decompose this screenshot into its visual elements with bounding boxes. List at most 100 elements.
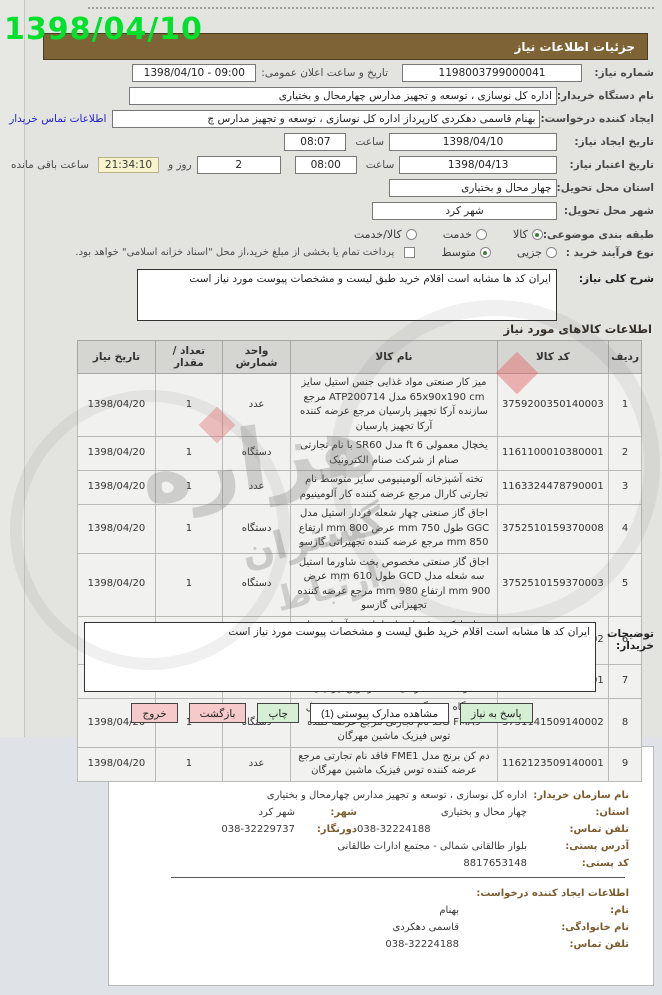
org-row: نام سازمان خریدار: اداره کل نوسازی ، توس… [125,790,629,801]
radio-kala-icon [531,229,543,240]
creator-input[interactable] [112,110,541,128]
col-row: ردیف [608,340,642,374]
goods-section-title: اطلاعات کالاهای مورد نیاز [503,322,652,336]
print-button[interactable]: چاپ [257,703,300,723]
time-remaining-badge: 21:34:10 [97,157,160,173]
table-row: 1 3759200350140003 میز کار صنعتی مواد غذای… [77,373,642,437]
contact-panel-body: نام سازمان خریدار: اداره کل نوسازی ، توس… [109,780,653,950]
need-number-input[interactable] [402,64,582,82]
remaining-label: ساعت باقی مانده [11,159,89,171]
province-label: استان محل تحویل: [556,182,654,194]
treasury-checkbox-icon [404,247,416,258]
fax-value: 038-32229737 [221,824,295,835]
province-input[interactable] [388,179,557,197]
description-textarea[interactable]: ایران کد ها مشابه است اقلام خرید طبق لیس… [137,269,557,321]
creator-phone-value: 038-32224188 [385,939,459,950]
creator-panel-title-row: اطلاعات ایجاد کننده درخواست: [125,888,629,899]
announce-label: تاریخ و ساعت اعلان عمومی: [261,67,388,79]
radio-jozii-label: جزیی [516,246,542,259]
row-valid-date: تاریخ اعتبار نیاز: ساعت روز و 21:34:10 س… [6,156,654,174]
panel-province-value: چهار محال و بختیاری [440,807,527,818]
radio-khedmat-icon [475,229,487,240]
address-row: آدرس پستی: بلوار طالقانی شمالی - مجتمع ا… [125,841,629,852]
radio-jozii[interactable]: جزیی [517,246,557,259]
row-buyer-org: نام دستگاه خریدار: [6,87,654,105]
last-name-value: قاسمی دهکردی [392,922,459,933]
top-dotted-divider [88,7,654,9]
page-title: جزئیات اطلاعات نیاز [43,33,648,60]
announce-input[interactable] [132,64,257,82]
row-classification: طبقه بندی موضوعی: کالا خدمت کالا/خدمت [6,228,654,241]
view-docs-button[interactable]: مشاهده مدارک پیوستی (1) [310,703,450,723]
treasury-checkbox-label: پرداخت تمام یا بخشی از مبلغ خرید،از محل … [75,247,395,258]
city-input[interactable] [372,202,557,220]
radio-khedmat[interactable]: خدمت [443,228,487,241]
last-name-row: نام خانوادگی: قاسمی دهکردی [125,922,629,933]
table-row: 4 3752510159370008 اجاق گاز صنعتی چهار شعل… [77,504,642,554]
radio-jozii-icon [546,247,557,258]
days-remaining-input[interactable] [196,156,281,174]
table-row: 2 1161100010380001 یخچال معمولی 6 ft مدل S… [77,436,642,471]
col-name: نام کالا [290,340,498,374]
city-label: شهر محل تحویل: [563,205,654,217]
table-row: 3 1163324478790001 تخته آشپزخانه آلومینیوم… [77,470,642,505]
radio-kala-khedmat[interactable]: کالا/خدمت [354,228,417,241]
radio-kala-khedmat-icon [405,229,417,240]
respond-button[interactable]: پاسخ به نیاز [460,703,533,723]
need-number-label: شماره نیاز: [594,67,654,79]
postal-row: کد پستی: 8817653148 [125,858,629,869]
process-type-label: نوع فرآیند خرید : [565,246,654,259]
creator-phone-label: تلفن تماس: [569,939,629,950]
first-name-label: نام: [610,905,629,916]
radio-kala-label: کالا [512,228,528,241]
description-label: شرح کلی نیاز: [578,273,654,285]
radio-motevaset[interactable]: متوسط [441,246,491,259]
org-label: نام سازمان خریدار: [533,790,629,801]
overlay-date: 1398/04/10 [4,12,203,47]
row-city: شهر محل تحویل: [6,202,654,220]
exit-button[interactable]: خروج [131,703,178,723]
buyer-notes-textarea[interactable]: ایران کد ها مشابه است اقلام خرید طبق لیس… [84,622,596,692]
phone-row: تلفن تماس: 038-32224188 دورنگار: 038-322… [125,824,629,835]
address-value: بلوار طالقانی شمالی - مجتمع ادارات طالقا… [337,841,527,852]
last-name-label: نام خانوادگی: [561,922,629,933]
buyer-org-label: نام دستگاه خریدار: [556,90,654,102]
creator-phone-row: تلفن تماس: 038-32224188 [125,939,629,950]
col-unit: واحد شمارش [221,340,292,374]
back-button[interactable]: بازگشت [188,703,247,723]
buyer-notes-label: توضیحات خریدار: [606,628,654,652]
row-process-type: نوع فرآیند خرید : جزیی متوسط پرداخت تمام… [6,246,654,259]
create-hour-label: ساعت [355,136,384,148]
panel-city-label: شهر: [330,807,357,818]
fax-label: دورنگار: [316,824,357,835]
buyer-org-input[interactable] [128,87,557,105]
days-label: روز و [168,159,192,171]
first-name-row: نام: بهنام [125,905,629,916]
valid-date-label: تاریخ اعتبار نیاز: [569,159,655,171]
create-date-label: تاریخ ایجاد نیاز: [574,136,654,148]
table-row: 5 3752510159370003 اجاق گاز صنعتی مخصوص پخ… [77,552,642,617]
contact-panel: اطلاعات تماس سازمان خریدار نام سازمان خر… [108,746,654,986]
row-creator: ایجاد کننده درخواست: اطلاعات تماس خریدار [6,110,654,128]
create-date-input[interactable] [389,133,557,151]
org-value: اداره کل نوسازی ، توسعه و تجهیز مدارس چه… [266,790,527,801]
phone-label: تلفن تماس: [569,824,629,835]
first-name-value: بهنام [439,905,459,916]
valid-time-input[interactable] [294,156,357,174]
need-form: شماره نیاز: تاریخ و ساعت اعلان عمومی: نا… [6,64,654,326]
province-row: استان: چهار محال و بختیاری شهر: شهر کرد [125,807,629,818]
postal-value: 8817653148 [463,858,527,869]
valid-date-input[interactable] [399,156,557,174]
radio-khedmat-label: خدمت [442,228,472,241]
panel-province-label: استان: [595,807,629,818]
buyer-contact-link[interactable]: اطلاعات تماس خریدار [9,113,107,125]
create-time-input[interactable] [284,133,347,151]
row-buyer-notes: توضیحات خریدار: ایران کد ها مشابه است اق… [6,622,654,692]
radio-kala[interactable]: کالا [513,228,543,241]
row-description: شرح کلی نیاز: ایران کد ها مشابه است اقلا… [6,269,654,321]
radio-motevaset-icon [479,247,491,258]
treasury-checkbox[interactable] [399,246,416,259]
postal-label: کد پستی: [581,858,629,869]
table-row: 9 1162123509140001 دم کن برنج مدل FME1 فاق… [77,746,642,782]
radio-kala-khedmat-label: کالا/خدمت [353,228,402,241]
